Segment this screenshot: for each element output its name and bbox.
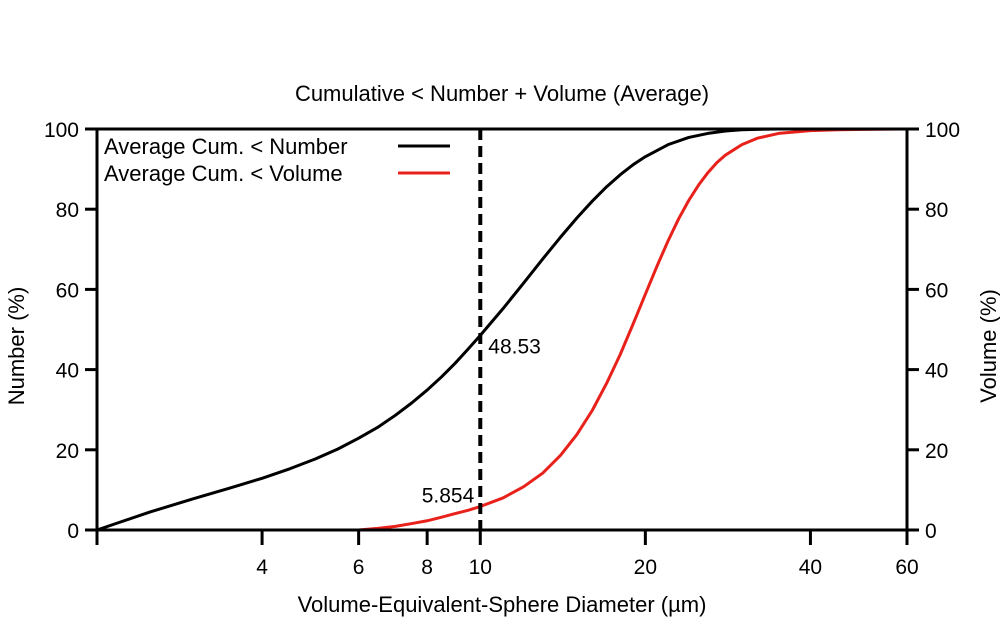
y-left-tick-label: 0 — [67, 520, 79, 543]
legend-label: Average Cum. < Volume — [104, 161, 343, 186]
x-tick-label: 40 — [799, 556, 822, 579]
series-layer — [95, 127, 909, 532]
x-tick-label: 10 — [469, 556, 492, 579]
x-tick-label: 20 — [634, 556, 657, 579]
y-left-tick-label: 20 — [56, 440, 79, 463]
y-right-tick-label: 60 — [925, 279, 948, 302]
chart-title: Cumulative < Number + Volume (Average) — [295, 81, 709, 106]
x-tick-label: 4 — [256, 556, 268, 579]
plot-frame — [95, 127, 909, 532]
legend-label: Average Cum. < Number — [104, 134, 348, 159]
number-value-label: 48.53 — [488, 335, 541, 358]
y-left-tick-label: 100 — [44, 119, 79, 142]
y-left-tick-label: 60 — [56, 279, 79, 302]
y-right-tick-label: 0 — [925, 520, 937, 543]
y-left-tick-label: 80 — [56, 199, 79, 222]
y-right-tick-label: 40 — [925, 360, 948, 383]
x-axis-label: Volume-Equivalent-Sphere Diameter (µm) — [298, 592, 707, 617]
ticks: 4 6 8 10 20 40 60 0 0 20 20 40 40 60 60 80 80 100 100 — [44, 119, 960, 579]
x-tick-label: 8 — [421, 556, 433, 579]
volume-value-label: 5.854 — [422, 485, 475, 508]
volume-series-line — [357, 127, 909, 532]
x-tick-label: 6 — [353, 556, 365, 579]
x-tick-label: 60 — [895, 556, 918, 579]
number-series-line — [95, 127, 909, 532]
y-right-tick-label: 100 — [925, 119, 960, 142]
y-left-tick-label: 40 — [56, 360, 79, 383]
y-axis-label-left: Number (%) — [4, 287, 29, 406]
y-right-tick-label: 20 — [925, 440, 948, 463]
y-axis-label-right: Volume (%) — [976, 289, 1000, 403]
annotations: 48.53 5.854 — [422, 129, 541, 530]
y-right-tick-label: 80 — [925, 199, 948, 222]
